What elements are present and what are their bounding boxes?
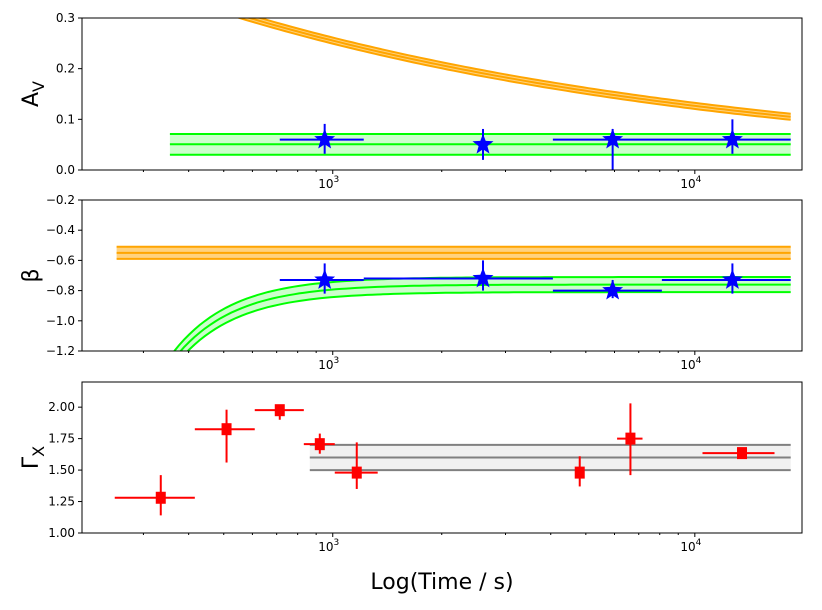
star-marker <box>721 128 743 149</box>
star-marker <box>314 128 336 149</box>
y-axis-label-subscript: V <box>29 81 48 92</box>
x-tick-label: 103 <box>318 538 339 554</box>
square-marker <box>574 466 585 479</box>
axes-frame <box>81 199 803 352</box>
data-point <box>194 409 255 463</box>
data-point <box>363 260 553 291</box>
plot-area <box>116 245 791 351</box>
square-marker <box>314 438 325 451</box>
x-tick-exponent: 3 <box>334 538 340 548</box>
y-tick-label: 0.3 <box>56 11 75 25</box>
y-tick-label: −1.0 <box>46 314 75 328</box>
y-tick-label: 0.1 <box>56 112 75 126</box>
gamma-panel: 1.00 1.25 1.50 1.75 2.00 103 104 ΓX <box>19 381 803 554</box>
orange-model-band-hi-line <box>256 18 791 115</box>
orange-model-band-lo-line <box>236 18 791 121</box>
y-tick-label: −0.8 <box>46 284 75 298</box>
data-point <box>334 442 378 489</box>
star-marker <box>721 269 743 289</box>
y-tick-label: −0.4 <box>46 223 75 237</box>
y-axis-label: ΓX <box>19 446 48 469</box>
x-tick-exponent: 4 <box>696 538 702 548</box>
star-marker <box>472 267 494 288</box>
y-axis-label: β <box>19 268 44 282</box>
square-marker <box>625 432 636 445</box>
star-marker <box>602 279 624 300</box>
star-marker <box>314 269 336 289</box>
x-tick-exponent: 3 <box>334 356 340 366</box>
x-tick-exponent: 4 <box>696 356 702 366</box>
x-axis-label: Log(Time / s) <box>370 570 513 595</box>
data-point <box>702 447 775 460</box>
square-marker <box>155 491 166 504</box>
green-fit-band-mid-line <box>179 283 791 351</box>
star-marker <box>602 128 624 149</box>
square-marker <box>221 423 232 436</box>
star-marker <box>472 133 494 154</box>
data-point <box>303 433 335 454</box>
orange-model-band-mid-line <box>246 18 791 118</box>
y-tick-label: 0.2 <box>56 62 75 76</box>
av-panel: 0.0 0.1 0.2 0.3 103 104 AV <box>19 11 803 191</box>
data-point <box>617 403 643 476</box>
y-axis-label: AV <box>19 81 48 107</box>
y-tick-label: 1.25 <box>48 495 75 509</box>
data-point <box>552 128 791 170</box>
data-point <box>114 475 195 516</box>
x-tick-exponent: 3 <box>334 175 340 185</box>
data-point <box>661 263 791 294</box>
y-tick-label: −0.2 <box>46 193 75 207</box>
y-tick-label: 1.50 <box>48 463 75 477</box>
y-tick-label: 2.00 <box>48 400 75 414</box>
plot-area <box>169 18 791 170</box>
data-point <box>279 263 364 294</box>
square-marker <box>737 447 748 460</box>
data-point <box>574 456 585 487</box>
square-marker <box>274 404 285 417</box>
data-point <box>552 279 662 300</box>
data-point <box>472 128 494 160</box>
y-tick-label: 0.0 <box>56 163 75 177</box>
data-point <box>254 404 304 420</box>
square-marker <box>351 466 362 479</box>
x-tick-label: 104 <box>680 538 701 554</box>
y-axis-label-subscript: X <box>29 446 48 457</box>
green-fit-band-fill <box>174 277 791 351</box>
x-tick-label: 104 <box>680 175 701 191</box>
y-tick-label: 1.00 <box>48 526 75 540</box>
y-tick-label: 1.75 <box>48 432 75 446</box>
plot-area <box>114 403 791 516</box>
x-tick-exponent: 4 <box>696 175 702 185</box>
beta-panel: −1.2 −1.0 −0.8 −0.6 −0.4 −0.2 103 104 β <box>19 193 803 372</box>
x-tick-label: 103 <box>318 356 339 372</box>
data-point <box>721 119 743 154</box>
green-fit-band-lo-line <box>186 291 791 351</box>
data-point <box>279 123 364 154</box>
x-tick-label: 103 <box>318 175 339 191</box>
x-tick-label: 104 <box>680 356 701 372</box>
y-tick-label: −1.2 <box>46 344 75 358</box>
y-tick-label: −0.6 <box>46 253 75 267</box>
